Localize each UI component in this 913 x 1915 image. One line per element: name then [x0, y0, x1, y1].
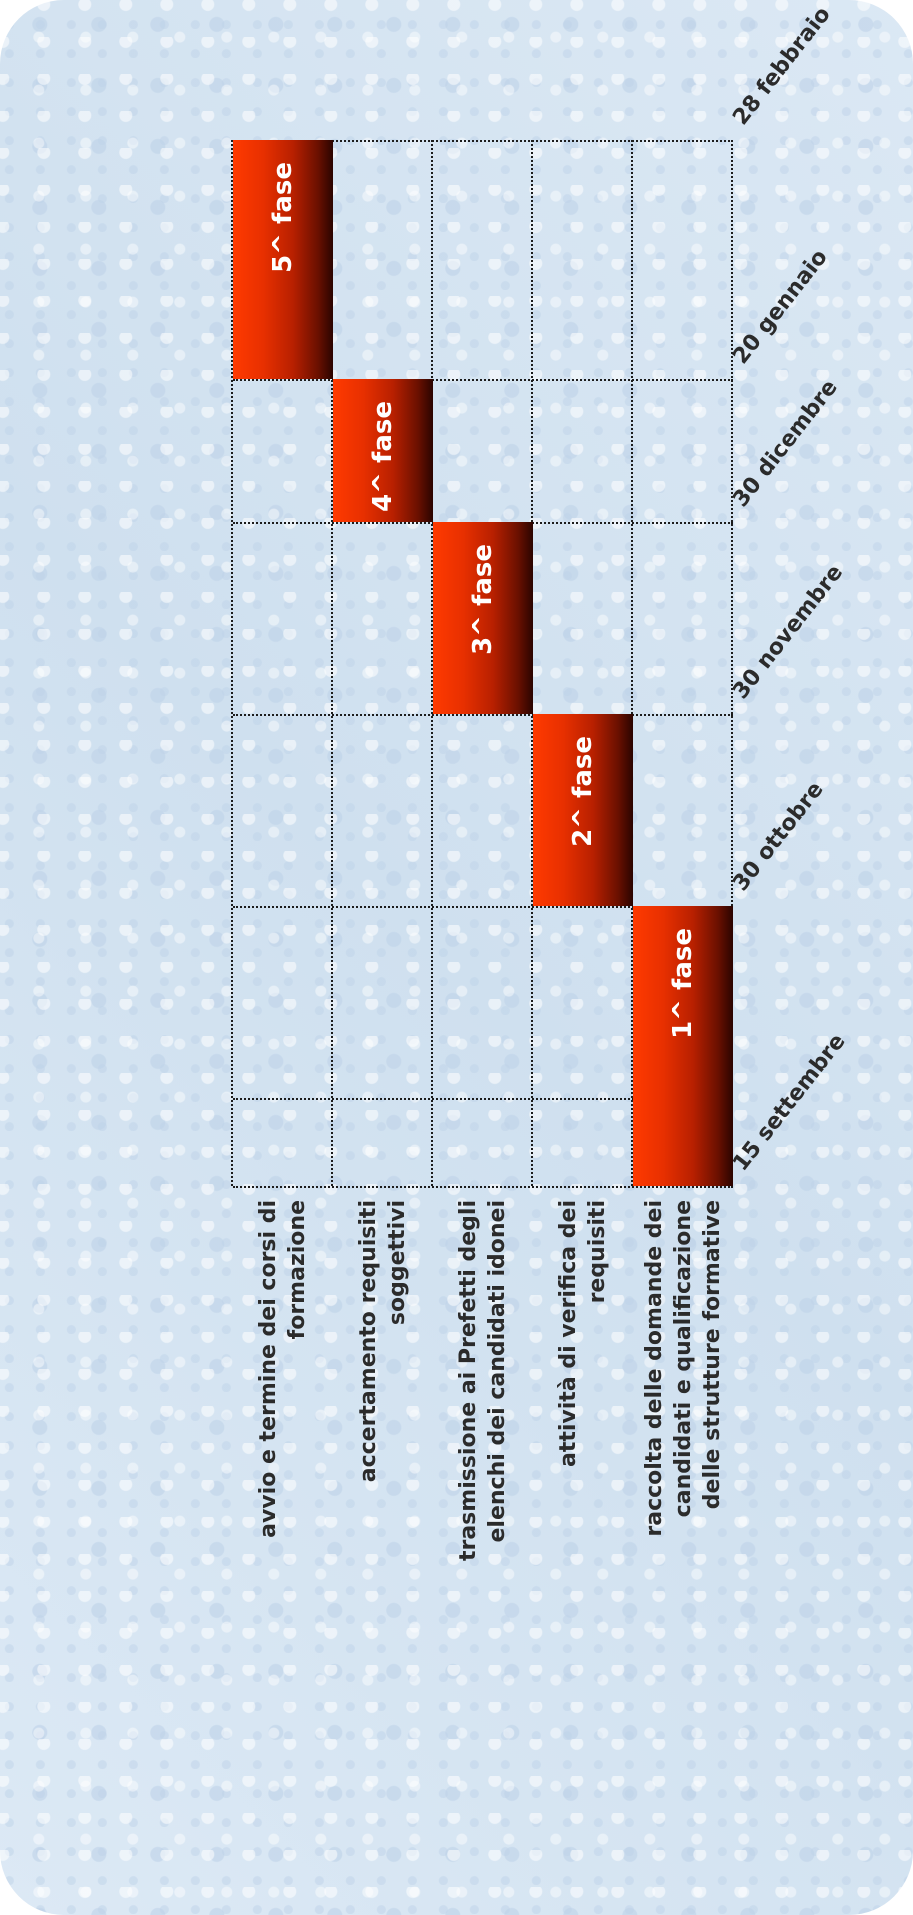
grid-line-date-3	[233, 714, 733, 716]
phase-label-1: 1^ fase	[668, 928, 698, 1039]
phase-bar-2: 2^ fase	[533, 714, 633, 906]
phase-label-2: 2^ fase	[568, 736, 598, 847]
row-label-corsi: avvio e termine dei corsi di formazione	[256, 1200, 310, 1538]
date-label-20-gennaio: 20 gennaio	[728, 245, 833, 369]
date-label-30-ottobre: 30 ottobre	[728, 777, 829, 896]
phase-label-3: 3^ fase	[468, 544, 498, 655]
date-label-30-dicembre: 30 dicembre	[728, 375, 843, 512]
row-label-trasmissione: trasmissione ai Prefetti degli elenchi d…	[456, 1200, 510, 1562]
phase-label-5: 5^ fase	[268, 162, 298, 273]
phase-bar-3: 3^ fase	[433, 522, 533, 714]
row-label-verifica: attività di verifica dei requisiti	[556, 1200, 610, 1467]
row-label-raccolta: raccolta delle domande dei candidati e q…	[641, 1200, 725, 1537]
date-label-30-novembre: 30 novembre	[728, 560, 849, 704]
date-label-15-settembre: 15 settembre	[728, 1029, 851, 1176]
grid-line-date-5	[233, 379, 733, 381]
phase-bar-4: 4^ fase	[333, 379, 433, 522]
phase-bar-5: 5^ fase	[233, 140, 333, 379]
phase-bar-1: 1^ fase	[633, 906, 733, 1186]
grid-line-date-1	[233, 1186, 733, 1188]
date-label-28-febbraio: 28 febbraio	[728, 2, 836, 130]
phase-label-4: 4^ fase	[368, 401, 398, 512]
row-label-accertamento: accertamento requisiti soggettivi	[356, 1200, 410, 1483]
